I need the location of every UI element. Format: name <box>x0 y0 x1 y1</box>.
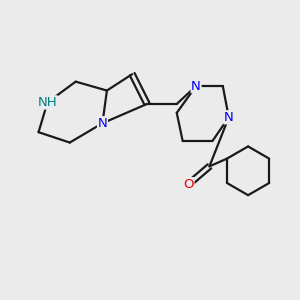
Text: N: N <box>224 111 234 124</box>
Text: NH: NH <box>38 96 57 109</box>
Text: N: N <box>98 117 107 130</box>
Text: N: N <box>191 80 201 93</box>
Text: O: O <box>183 178 194 191</box>
